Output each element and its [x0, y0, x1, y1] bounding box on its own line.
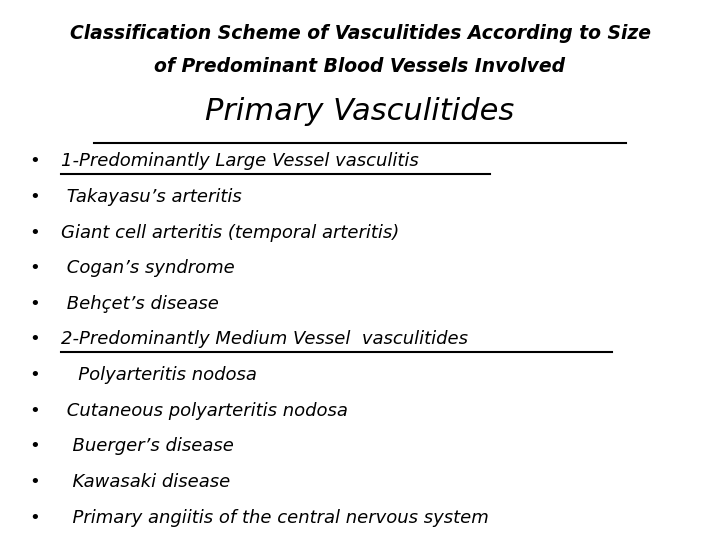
Text: •: •: [29, 509, 40, 526]
Text: Buerger’s disease: Buerger’s disease: [61, 437, 234, 455]
Text: Primary Vasculitides: Primary Vasculitides: [205, 97, 515, 126]
Text: Classification Scheme of Vasculitides According to Size: Classification Scheme of Vasculitides Ac…: [70, 24, 650, 43]
Text: Kawasaki disease: Kawasaki disease: [61, 473, 230, 491]
Text: •: •: [29, 437, 40, 455]
Text: Cogan’s syndrome: Cogan’s syndrome: [61, 259, 235, 277]
Text: •: •: [29, 188, 40, 206]
Text: •: •: [29, 259, 40, 277]
Text: Takayasu’s arteritis: Takayasu’s arteritis: [61, 188, 242, 206]
Text: •: •: [29, 295, 40, 313]
Text: Giant cell arteritis (temporal arteritis): Giant cell arteritis (temporal arteritis…: [61, 224, 400, 241]
Text: •: •: [29, 473, 40, 491]
Text: •: •: [29, 224, 40, 241]
Text: Primary angiitis of the central nervous system: Primary angiitis of the central nervous …: [61, 509, 489, 526]
Text: •: •: [29, 152, 40, 170]
Text: Polyarteritis nodosa: Polyarteritis nodosa: [61, 366, 257, 384]
Text: 1-Predominantly Large Vessel vasculitis: 1-Predominantly Large Vessel vasculitis: [61, 152, 425, 170]
Text: •: •: [29, 330, 40, 348]
Text: 2-Predominantly Medium Vessel  vasculitides: 2-Predominantly Medium Vessel vasculitid…: [61, 330, 474, 348]
Text: •: •: [29, 402, 40, 420]
Text: Behçet’s disease: Behçet’s disease: [61, 295, 219, 313]
Text: Cutaneous polyarteritis nodosa: Cutaneous polyarteritis nodosa: [61, 402, 348, 420]
Text: •: •: [29, 366, 40, 384]
Text: of Predominant Blood Vessels Involved: of Predominant Blood Vessels Involved: [155, 57, 565, 76]
